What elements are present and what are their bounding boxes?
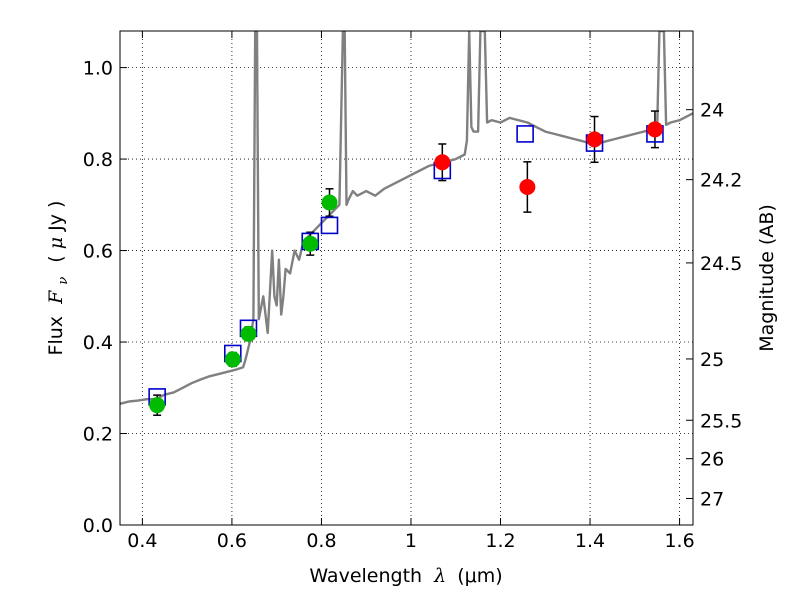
y-axis-label: Flux F ν ( μ Jy ) (45, 201, 72, 356)
x-tick-label: 1.2 (485, 530, 515, 552)
y-tick-label: 0.0 (83, 515, 113, 537)
y2-tick-label: 26 (700, 449, 724, 471)
model-photometry-square (516, 125, 534, 143)
x-axis-label-symbol: λ (433, 565, 446, 587)
y-axis-label-symbol: F (45, 290, 67, 305)
x-tick-label: 1.4 (575, 530, 605, 552)
y-tick-label: 0.8 (83, 149, 113, 171)
observed-point (586, 131, 603, 148)
y-axis-label-prefix: Flux (45, 310, 67, 356)
observed-point (646, 121, 663, 138)
x-tick-label: 0.8 (306, 530, 336, 552)
x-axis-label: Wavelength λ (μm) (309, 565, 502, 587)
y-tick-label: 0.2 (83, 424, 113, 446)
y2-tick-label: 25 (700, 349, 724, 371)
y-tick-label: 0.4 (83, 332, 113, 354)
spectrum-line (120, 31, 693, 405)
y-axis-label-mu: μ (45, 237, 67, 249)
observed-point (240, 325, 257, 342)
y-axis-label-unit-close: Jy ) (45, 201, 67, 232)
y-tick-label: 0.6 (83, 241, 113, 263)
x-tick-label: 1.6 (664, 530, 694, 552)
observed-point (149, 397, 166, 414)
observed-point (519, 178, 536, 195)
x-tick-label: 0.4 (127, 530, 157, 552)
observed-point (224, 351, 241, 368)
y2-tick-label: 27 (700, 488, 724, 510)
observed-point (434, 154, 451, 171)
plot-frame (119, 30, 694, 526)
y2-tick-label: 24.2 (700, 170, 742, 192)
observed-point (302, 235, 319, 252)
data-layer (120, 31, 693, 405)
y2-tick-label: 25.5 (700, 410, 742, 432)
x-axis-label-prefix: Wavelength (309, 565, 428, 587)
observed-point (321, 194, 338, 211)
y2-tick-label: 24.5 (700, 253, 742, 275)
y-axis-label-subscript: ν (56, 277, 71, 285)
model-photometry-square (320, 216, 339, 235)
x-tick-label: 1 (405, 530, 417, 552)
y-tick-label: 1.0 (83, 58, 113, 80)
y-axis-label-unit-open: ( (45, 249, 67, 262)
x-tick-label: 0.6 (217, 530, 247, 552)
y2-tick-label: 24 (700, 100, 724, 122)
plot-background (120, 31, 693, 525)
ticks: 0.4 0.6 0.8 1 1.2 1.4 1.6 0.0 0.2 0.4 0.6 0.8 1.0 24 2… (83, 31, 742, 552)
markers (148, 121, 664, 414)
y2-axis-label: Magnitude (AB) (756, 204, 778, 352)
x-axis-label-unit: (μm) (457, 565, 502, 587)
